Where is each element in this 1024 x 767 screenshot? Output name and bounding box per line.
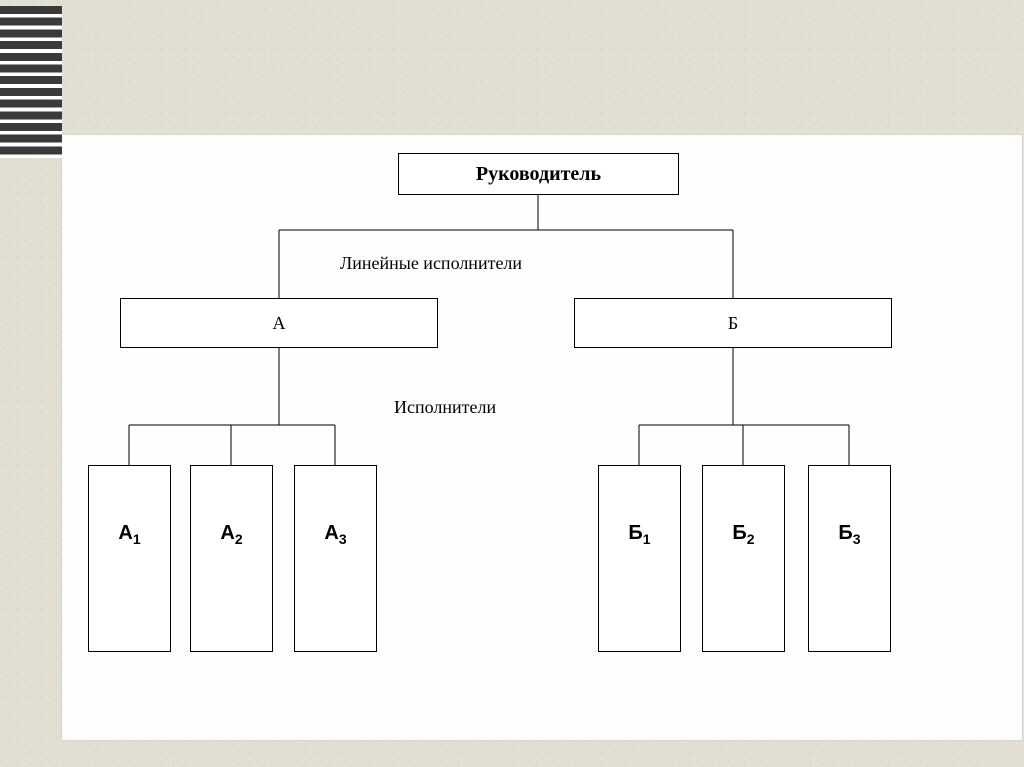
decorative-stripes [0,6,62,158]
node-a3-sub: 3 [339,531,347,547]
node-b2: Б2 [702,465,785,652]
node-b2-sub: 2 [747,531,755,547]
node-root-label: Руководитель [476,163,601,186]
node-b3-letter: Б [838,522,852,544]
label-executors: Исполнители [394,397,496,418]
node-b1: Б1 [598,465,681,652]
node-b-label: Б [728,313,738,334]
node-a1-sub: 1 [133,531,141,547]
label-line-executors-text: Линейные исполнители [340,253,522,273]
node-a1: А1 [88,465,171,652]
node-a1-label: А1 [118,522,140,547]
node-b1-sub: 1 [643,531,651,547]
node-a2: А2 [190,465,273,652]
node-b3-sub: 3 [853,531,861,547]
node-a-label: А [273,313,286,334]
node-a2-sub: 2 [235,531,243,547]
node-a2-letter: А [220,522,234,544]
node-b2-letter: Б [732,522,746,544]
label-executors-text: Исполнители [394,397,496,417]
node-a2-label: А2 [220,522,242,547]
node-b1-letter: Б [628,522,642,544]
node-a1-letter: А [118,522,132,544]
node-a: А [120,298,438,348]
node-a3-letter: А [324,522,338,544]
label-line-executors: Линейные исполнители [340,253,522,274]
node-a3-label: А3 [324,522,346,547]
node-b: Б [574,298,892,348]
node-a3: А3 [294,465,377,652]
node-b1-label: Б1 [628,522,650,547]
node-b2-label: Б2 [732,522,754,547]
diagram-sheet: Руководитель А Б А1 А2 А3 Б1 Б2 Б3 [62,135,1022,740]
node-b3-label: Б3 [838,522,860,547]
node-root: Руководитель [398,153,679,195]
node-b3: Б3 [808,465,891,652]
